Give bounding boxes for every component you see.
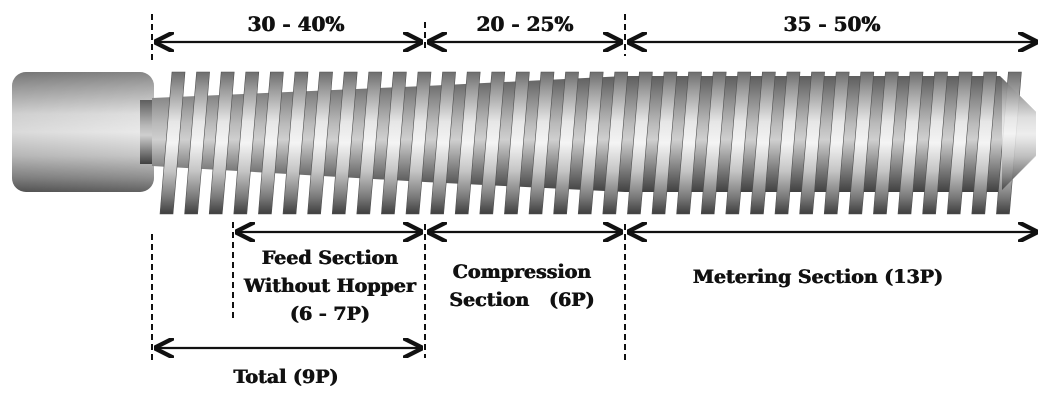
screw-flight [823, 71, 850, 215]
screw-flight [553, 71, 579, 215]
feed-section-line-2: Without Hopper [244, 275, 416, 297]
metering-section-label: Metering Section (13P) [692, 266, 944, 288]
screw-flight [159, 71, 186, 215]
screw-flights [159, 71, 1022, 215]
screw-flight [627, 71, 653, 215]
screw-flight [381, 71, 407, 215]
screw-tip [1002, 78, 1036, 190]
screw-flight [454, 71, 481, 215]
bottom-dimension-arrows [154, 232, 1038, 348]
feed-section-line-3: (6 - 7P) [290, 303, 370, 325]
screw-flight [799, 71, 825, 215]
screw-flight [602, 71, 629, 215]
screw-flight [331, 71, 358, 215]
screw-flight [700, 71, 727, 215]
screw-flight [922, 71, 948, 215]
top-dividers [151, 14, 626, 64]
screw-flight [258, 71, 284, 215]
screw-flight [430, 71, 456, 215]
screw-flight [233, 71, 260, 215]
screw-flight [651, 71, 678, 215]
metering-percent-label: 35 - 50% [783, 12, 881, 36]
compression-percent-label: 20 - 25% [476, 12, 574, 36]
screw-flight [577, 71, 604, 215]
screw-flight [750, 71, 776, 215]
screw-flight [356, 71, 383, 215]
feed-percent-label: 30 - 40% [247, 12, 345, 36]
screw-flight [946, 71, 973, 215]
screw-flight [725, 71, 752, 215]
screw-flight [971, 71, 998, 215]
feed-section-line-1: Feed Section [261, 247, 399, 269]
compression-section-line-2: Section (6P) [449, 289, 595, 311]
total-label: Total (9P) [233, 366, 339, 388]
screw-flight [528, 71, 555, 215]
screw-flight [282, 71, 309, 215]
screw-flight [676, 71, 702, 215]
screw-flight [208, 71, 235, 215]
screw-flight [405, 71, 432, 215]
screw-flight [848, 71, 875, 215]
screw-flight [307, 71, 333, 215]
compression-section-line-1: Compression [452, 261, 592, 283]
screw-flight [897, 71, 924, 215]
feed-section-label: Feed Section Without Hopper (6 - 7P) [244, 244, 416, 328]
screw-flight [184, 71, 210, 215]
screw-flight [504, 71, 530, 215]
compression-section-label: Compression Section (6P) [449, 258, 594, 314]
screw-flight [873, 71, 899, 215]
screw-flight [774, 71, 801, 215]
screw-flight [479, 71, 506, 215]
bottom-dividers [151, 222, 626, 362]
